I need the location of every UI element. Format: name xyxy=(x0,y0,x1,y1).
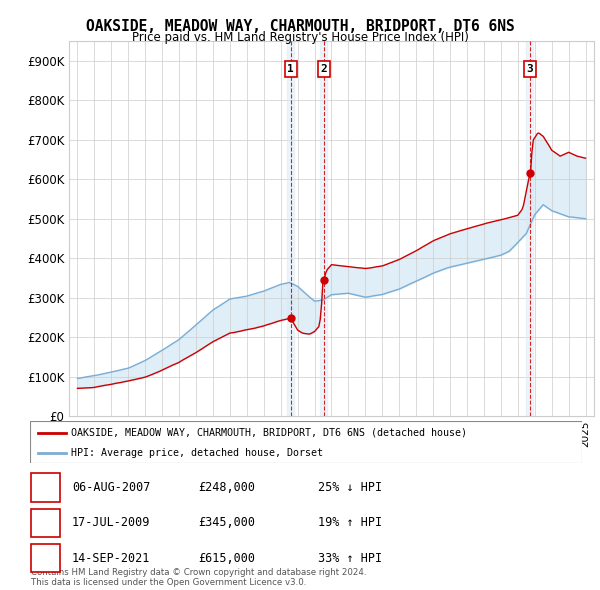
Text: 17-JUL-2009: 17-JUL-2009 xyxy=(72,516,151,529)
Text: 19% ↑ HPI: 19% ↑ HPI xyxy=(318,516,382,529)
Text: 14-SEP-2021: 14-SEP-2021 xyxy=(72,552,151,565)
Text: 1: 1 xyxy=(287,64,294,74)
Bar xyxy=(320,41,327,416)
Text: Contains HM Land Registry data © Crown copyright and database right 2024.
This d: Contains HM Land Registry data © Crown c… xyxy=(31,568,367,587)
FancyBboxPatch shape xyxy=(30,421,582,463)
Text: 25% ↓ HPI: 25% ↓ HPI xyxy=(318,481,382,494)
Text: 2: 2 xyxy=(42,516,49,529)
Text: 2: 2 xyxy=(320,64,327,74)
Bar xyxy=(287,41,294,416)
Text: 1: 1 xyxy=(42,481,49,494)
Bar xyxy=(526,41,533,416)
Text: 3: 3 xyxy=(42,552,49,565)
Text: HPI: Average price, detached house, Dorset: HPI: Average price, detached house, Dors… xyxy=(71,448,323,457)
Text: 3: 3 xyxy=(526,64,533,74)
Text: 06-AUG-2007: 06-AUG-2007 xyxy=(72,481,151,494)
Text: OAKSIDE, MEADOW WAY, CHARMOUTH, BRIDPORT, DT6 6NS (detached house): OAKSIDE, MEADOW WAY, CHARMOUTH, BRIDPORT… xyxy=(71,428,467,438)
Text: £615,000: £615,000 xyxy=(198,552,255,565)
Text: OAKSIDE, MEADOW WAY, CHARMOUTH, BRIDPORT, DT6 6NS: OAKSIDE, MEADOW WAY, CHARMOUTH, BRIDPORT… xyxy=(86,19,514,34)
Text: £248,000: £248,000 xyxy=(198,481,255,494)
Text: 33% ↑ HPI: 33% ↑ HPI xyxy=(318,552,382,565)
Text: £345,000: £345,000 xyxy=(198,516,255,529)
Text: Price paid vs. HM Land Registry's House Price Index (HPI): Price paid vs. HM Land Registry's House … xyxy=(131,31,469,44)
